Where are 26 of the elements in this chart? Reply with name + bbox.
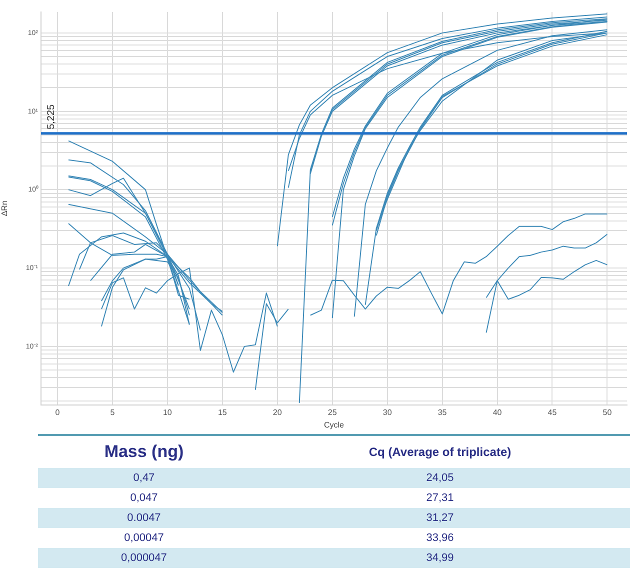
y-axis-title: ΔRn [0,200,10,216]
text: 33,96 [425,531,455,546]
text: 0,47 [38,468,250,488]
text: 34,99 [250,548,630,568]
text: 0,000047 [38,548,250,568]
text: 27,31 [425,491,455,506]
text: Cq (Average of triplicate) [368,444,512,461]
x-tick-label: 25 [328,408,338,417]
text: 24,05 [250,468,630,488]
text: Mass (ng) [103,441,185,463]
x-axis-title: Cycle [324,420,345,430]
x-tick-label: 5 [110,408,116,417]
x-tick-label: 35 [438,408,448,417]
x-tick-label: 20 [272,408,282,417]
ref-line-label: 5,225 [46,104,57,130]
x-tick-label: 30 [382,408,392,417]
x-tick-label: 0 [55,408,60,417]
x-tick-label: 40 [492,408,502,417]
x-tick-label: 45 [548,408,558,417]
x-tick-label: 15 [218,408,228,417]
text: 0.0047 [38,508,250,528]
x-tick-label: 10 [162,408,172,417]
x-tick-label: 50 [602,408,612,417]
text: 0,047 [129,491,159,506]
text: 31,27 [250,508,630,528]
text: 0,00047 [123,531,165,546]
